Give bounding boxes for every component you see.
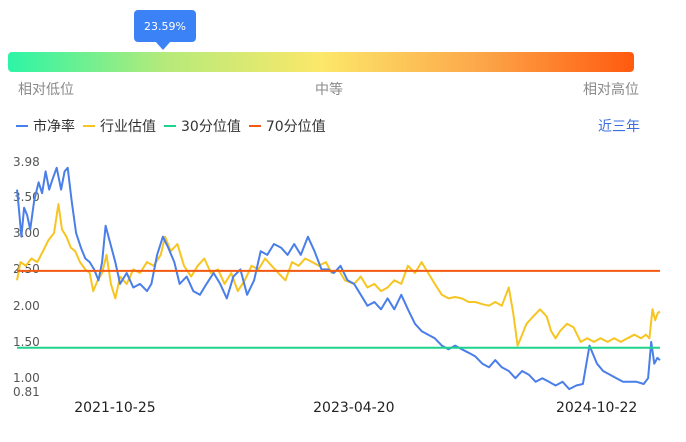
tooltip-pointer xyxy=(155,41,171,50)
range-selector-button[interactable]: 近三年 xyxy=(598,119,640,135)
gauge-mid-label: 中等 xyxy=(315,82,343,98)
legend-item-industry[interactable]: 行业估值 xyxy=(83,116,156,136)
legend-label-p30: 30分位值 xyxy=(181,119,241,135)
legend-swatch-p30 xyxy=(164,125,176,127)
gauge-high-label: 相对高位 xyxy=(583,82,639,98)
x-tick-label: 2021-10-25 xyxy=(74,400,156,416)
y-tick-label: 1.50 xyxy=(13,334,40,349)
legend-label-pb: 市净率 xyxy=(33,119,75,135)
y-tick-label: 2.00 xyxy=(13,298,40,313)
percentile-tooltip: 23.59% xyxy=(134,10,196,42)
legend-label-industry: 行业估值 xyxy=(100,119,156,135)
gauge-low-label: 相对低位 xyxy=(18,82,74,98)
y-tick-label: 1.00 xyxy=(13,371,40,386)
legend-swatch-p70 xyxy=(248,125,261,127)
x-tick-label: 2024-10-22 xyxy=(555,400,638,416)
y-tick-label: 0.81 xyxy=(13,385,40,399)
chart-legend: 市净率 行业估值 30分位值 70分位值 xyxy=(16,116,334,136)
y-tick-label: 3.50 xyxy=(13,189,40,204)
y-tick-label: 3.00 xyxy=(13,226,40,241)
legend-item-p30[interactable]: 30分位值 xyxy=(164,116,241,136)
legend-item-p70[interactable]: 70分位值 xyxy=(248,116,326,136)
legend-swatch-industry xyxy=(83,125,95,127)
industry-line xyxy=(16,203,661,347)
y-tick-label: 3.98 xyxy=(13,155,40,169)
percentile-gauge-bar xyxy=(8,52,634,72)
legend-swatch-pb xyxy=(16,125,28,127)
legend-label-p70: 70分位值 xyxy=(265,119,326,135)
legend-item-pb[interactable]: 市净率 xyxy=(16,116,75,136)
x-tick-label: 2023-04-20 xyxy=(313,400,395,416)
pb-line xyxy=(16,166,661,391)
